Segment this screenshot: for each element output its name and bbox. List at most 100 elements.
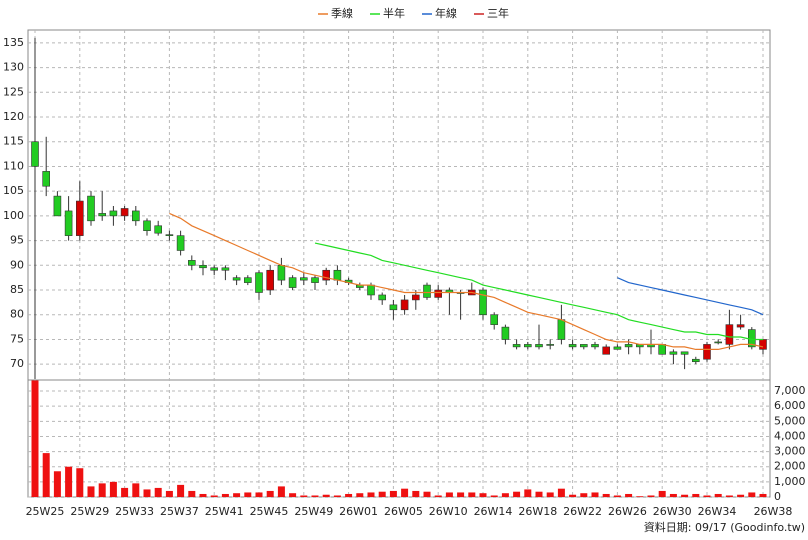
x-tick-label: 25W41: [205, 505, 244, 518]
candle-body: [512, 344, 521, 348]
candle-body: [568, 344, 577, 348]
volume-bar: [669, 493, 677, 497]
volume-bar: [289, 493, 297, 497]
candle-body: [691, 358, 700, 363]
x-tick-label: 26W38: [754, 505, 793, 518]
candle-body: [759, 339, 767, 350]
candle-body: [703, 344, 711, 360]
ma-line: [169, 212, 764, 350]
candle-body: [311, 277, 319, 283]
x-tick-label: 25W33: [115, 505, 154, 518]
volume-bar: [199, 493, 207, 497]
ma-line: [314, 242, 763, 341]
candle-body: [591, 344, 599, 348]
candle-body: [579, 344, 588, 348]
x-tick-label: 26W05: [384, 505, 423, 518]
volume-bar: [356, 493, 364, 497]
candle-body: [490, 314, 499, 325]
y-tick-label: 70: [10, 357, 24, 370]
candle-body: [64, 210, 73, 236]
y2-tick-label: 2,000: [774, 460, 806, 473]
volume-bar: [233, 493, 241, 497]
y-tick-label: 115: [3, 135, 24, 148]
volume-bar: [501, 493, 509, 497]
volume-bar: [557, 488, 565, 497]
volume-bar: [367, 492, 375, 497]
y2-tick-label: 3,000: [774, 445, 806, 458]
volume-bar: [311, 495, 319, 497]
legend-label: 年線: [435, 6, 457, 20]
y2-tick-label: 1,000: [774, 475, 806, 488]
x-tick-label: 25W25: [26, 505, 65, 518]
candle-body: [288, 277, 297, 288]
volume-bar: [76, 468, 84, 497]
candle-body: [176, 235, 185, 251]
candle-body: [736, 324, 745, 328]
volume-bar: [109, 481, 117, 497]
volume-bar: [748, 492, 756, 497]
volume-bar: [322, 494, 330, 497]
volume-bar: [535, 491, 543, 497]
x-tick-label: 26W10: [429, 505, 468, 518]
y2-tick-label: 6,000: [774, 399, 806, 412]
candle-body: [725, 324, 734, 345]
volume-bar: [165, 490, 173, 497]
x-tick-label: 25W29: [70, 505, 109, 518]
volume-bar: [412, 490, 420, 497]
candle-body: [87, 195, 95, 222]
volume-bar: [490, 495, 498, 497]
volume-bar: [389, 490, 397, 497]
volume-bar: [277, 486, 285, 497]
y-tick-label: 130: [3, 61, 24, 74]
volume-bar: [244, 492, 252, 497]
volume-bar: [255, 492, 263, 497]
volume-bar: [98, 483, 106, 497]
volume-bar: [468, 492, 476, 497]
candle-body: [680, 351, 689, 355]
y-tick-label: 100: [3, 209, 24, 222]
candle-body: [333, 269, 342, 281]
candle-body: [143, 220, 151, 232]
volume-bar: [591, 492, 599, 497]
x-tick-label: 25W45: [250, 505, 289, 518]
y2-tick-label: 4,000: [774, 429, 806, 442]
x-tick-label: 26W01: [339, 505, 378, 518]
volume-bar: [636, 496, 644, 497]
footnote: 資料日期: 09/17 (Goodinfo.tw): [644, 520, 805, 534]
volume-bar: [121, 487, 129, 497]
candle-body: [232, 277, 241, 281]
volume-bar: [154, 487, 162, 497]
candle-body: [411, 294, 420, 301]
y-tick-label: 90: [10, 258, 24, 271]
candle-body: [266, 269, 275, 291]
candle-body: [221, 267, 230, 271]
y-tick-label: 110: [3, 159, 24, 172]
candle-body: [53, 195, 62, 217]
volume-bar: [703, 495, 711, 497]
candle-body: [546, 344, 555, 346]
y-tick-label: 135: [3, 36, 24, 49]
candle-body: [120, 208, 129, 217]
candle-body: [523, 344, 532, 348]
y2-tick-label: 7,000: [774, 384, 806, 397]
y-tick-label: 75: [10, 332, 24, 345]
x-tick-label: 26W14: [474, 505, 513, 518]
ma-line: [617, 277, 764, 316]
legend-label: 三年: [487, 6, 509, 20]
candle-body: [624, 344, 633, 348]
volume-bar: [210, 495, 218, 497]
candle-body: [42, 171, 51, 187]
candle-body: [255, 272, 263, 293]
candle-body: [277, 265, 286, 281]
volume-bar: [692, 493, 700, 497]
volume-bar: [333, 495, 341, 497]
volume-bar: [345, 493, 353, 497]
volume-bar: [569, 494, 577, 497]
volume-bar: [759, 493, 767, 497]
candle-body: [132, 210, 140, 222]
volume-bar: [300, 495, 308, 497]
volume-bar: [580, 493, 588, 497]
y-tick-label: 125: [3, 85, 24, 98]
